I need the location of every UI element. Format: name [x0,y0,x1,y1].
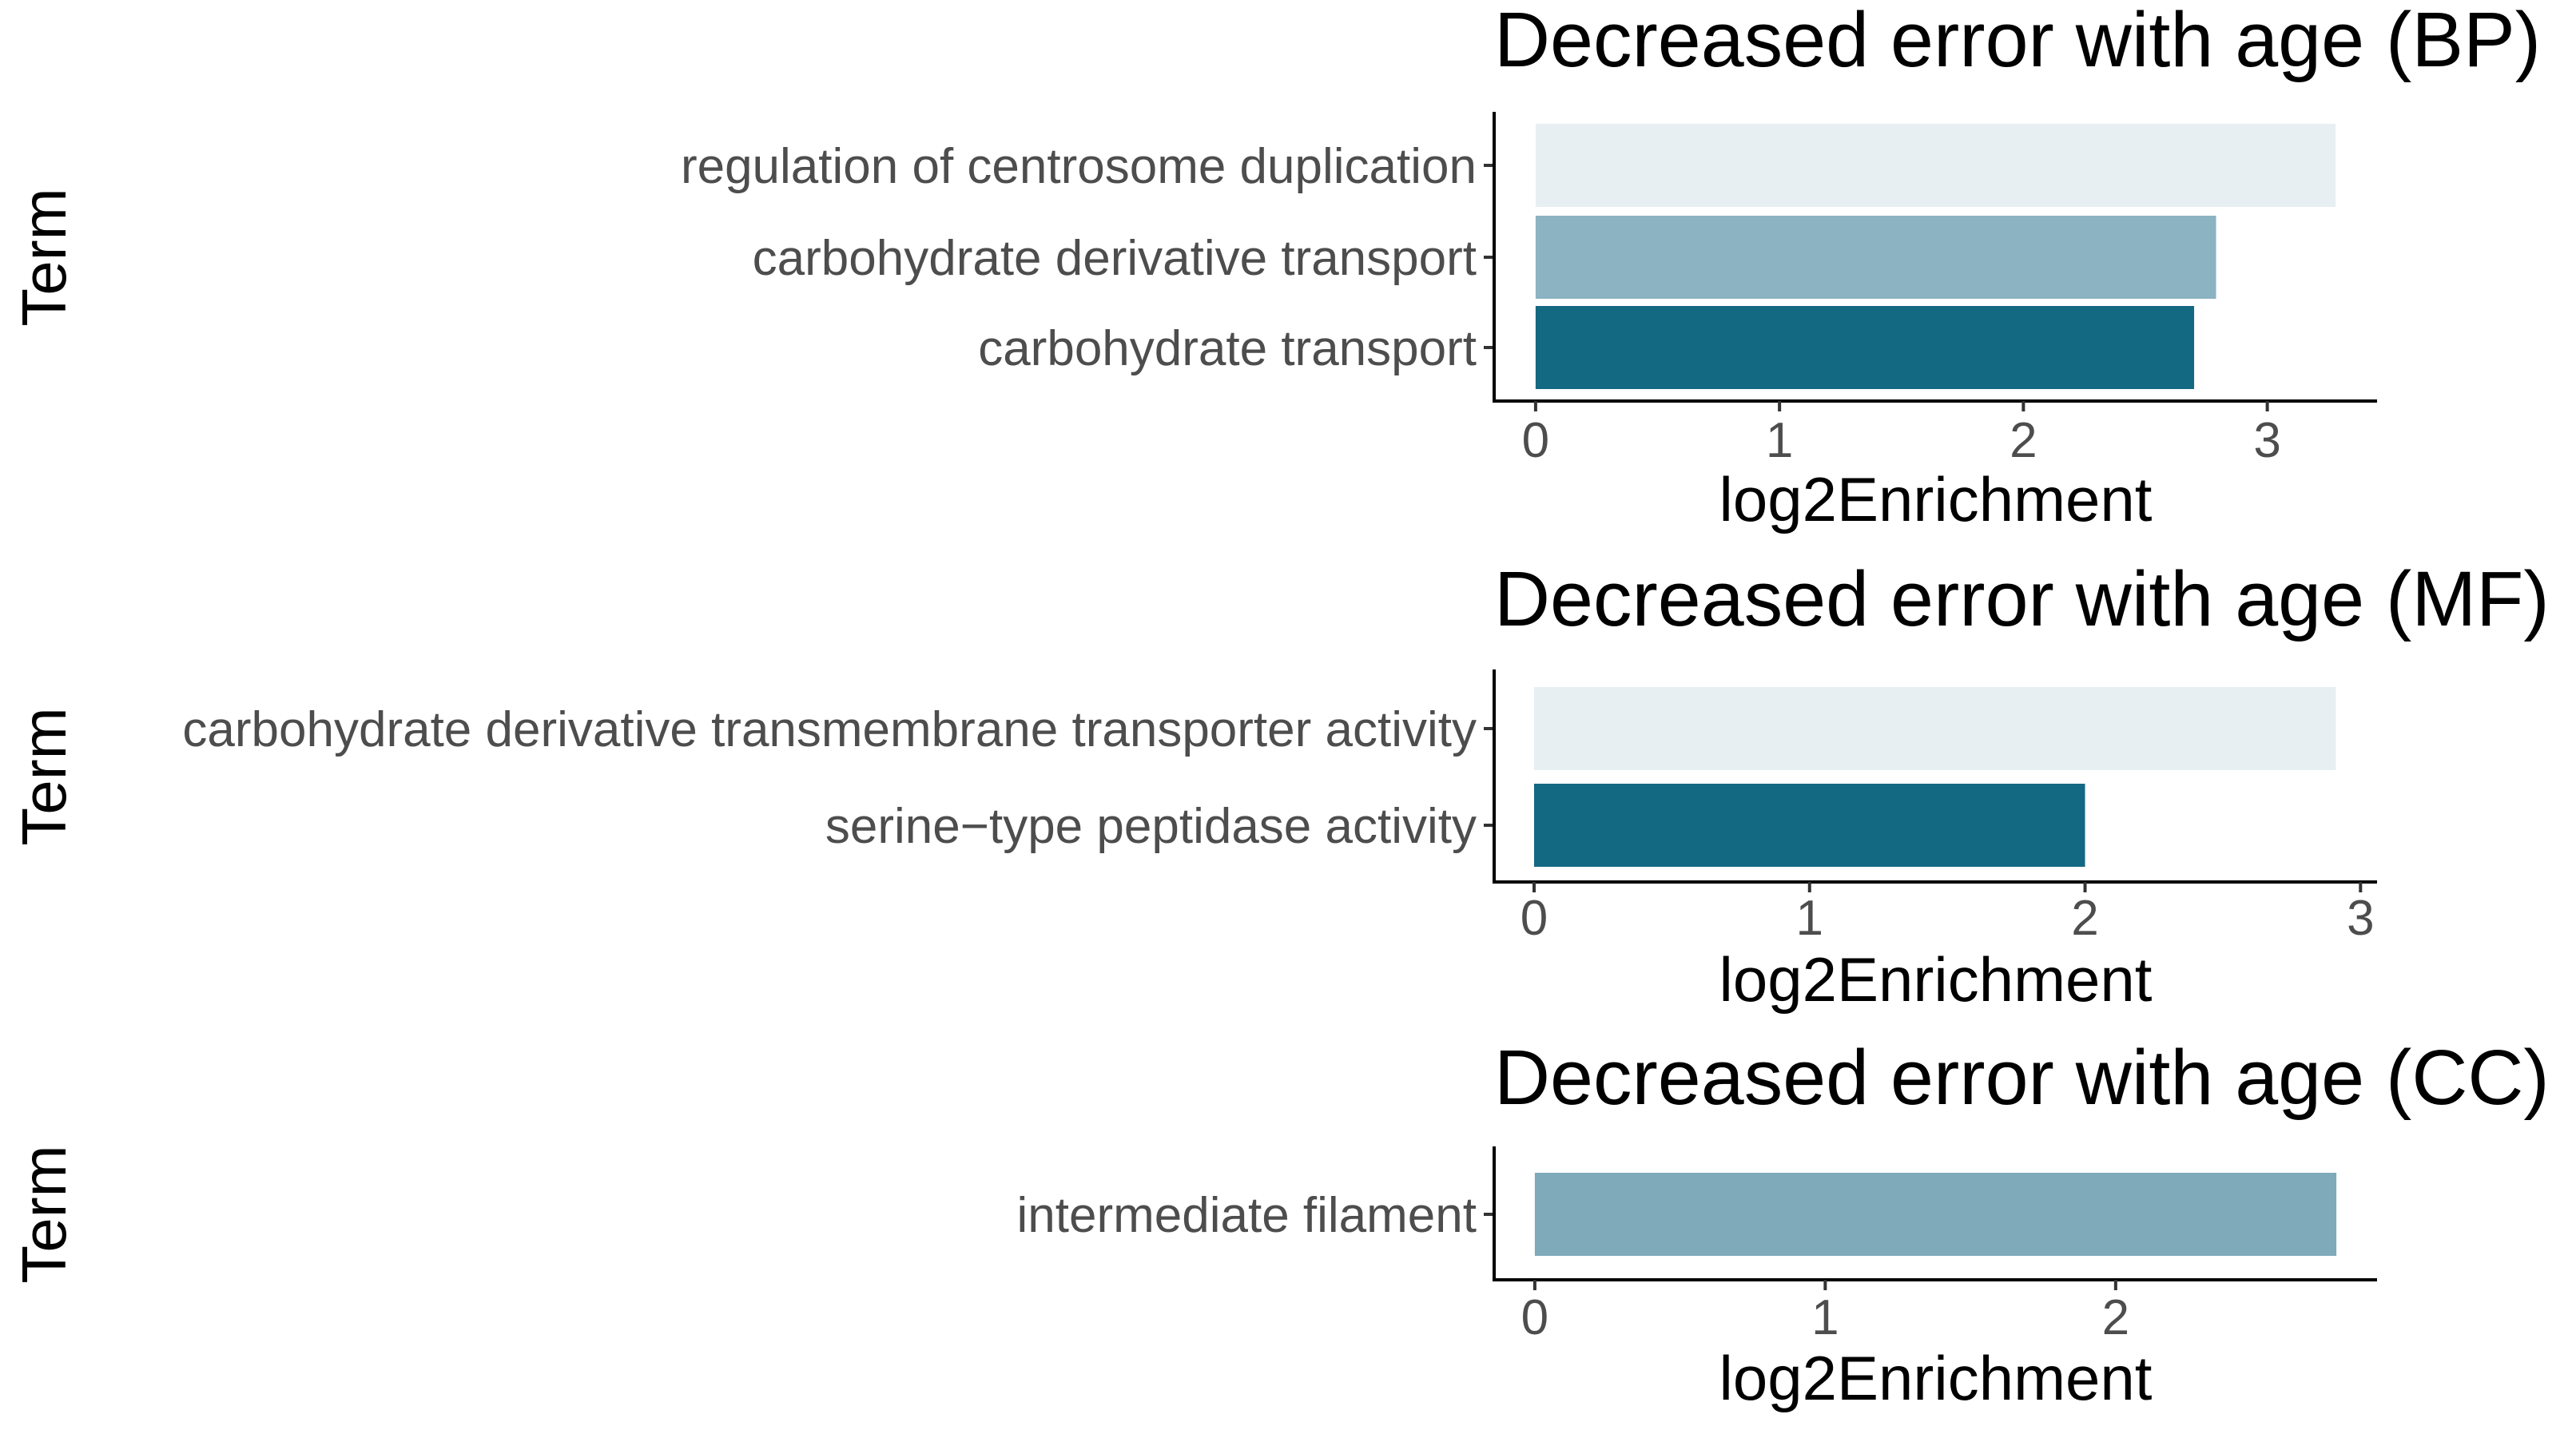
axis-lines [1493,669,2377,884]
x-tick-label: 0 [1522,413,1549,468]
y-axis-label: Term [9,188,79,326]
bar-chart-panel: Decreased error with age (CC) intermediat… [9,1034,2550,1413]
x-tick-label: 3 [2347,891,2374,946]
x-tick-label: 3 [2253,413,2280,468]
category-label: regulation of centrosome duplication [681,139,1477,194]
bar-chart-panel: Decreased error with age (MF) carbohydrat… [9,555,2550,1015]
bar [1533,687,2336,770]
bar [1534,1173,2337,1256]
category-label: carbohydrate derivative transmembrane tr… [182,702,1477,757]
chart-title: Decreased error with age (CC) [1494,1034,2550,1121]
x-tick-label: 2 [2102,1290,2129,1345]
x-tick-label: 1 [1811,1290,1839,1345]
x-tick-label: 2 [2010,413,2037,468]
x-tick-label: 2 [2071,891,2098,946]
axis-lines [1493,1146,2377,1281]
chart-title: Decreased error with age (BP) [1494,0,2541,83]
x-axis-label: log2Enrichment [1719,944,2153,1015]
category-label: carbohydrate derivative transport [753,231,1477,286]
bar-chart-panel: Decreased error with age (BP) regulation … [9,0,2541,534]
y-axis-label: Term [9,707,79,845]
bar [1535,216,2216,299]
chart-title: Decreased error with age (MF) [1494,555,2550,642]
axis-lines [1493,112,2377,403]
bar [1533,784,2085,867]
category-label: carbohydrate transport [978,321,1477,376]
x-tick-label: 0 [1521,1290,1548,1345]
y-axis-label: Term [9,1145,79,1283]
x-tick-label: 0 [1521,891,1548,946]
bar [1535,124,2336,207]
x-tick-label: 1 [1796,891,1823,946]
bar [1535,306,2195,389]
x-axis-label: log2Enrichment [1719,464,2153,534]
x-tick-label: 1 [1766,413,1793,468]
category-label: serine−type peptidase activity [825,799,1477,854]
category-label: intermediate filament [1017,1188,1477,1243]
x-axis-label: log2Enrichment [1719,1343,2153,1413]
